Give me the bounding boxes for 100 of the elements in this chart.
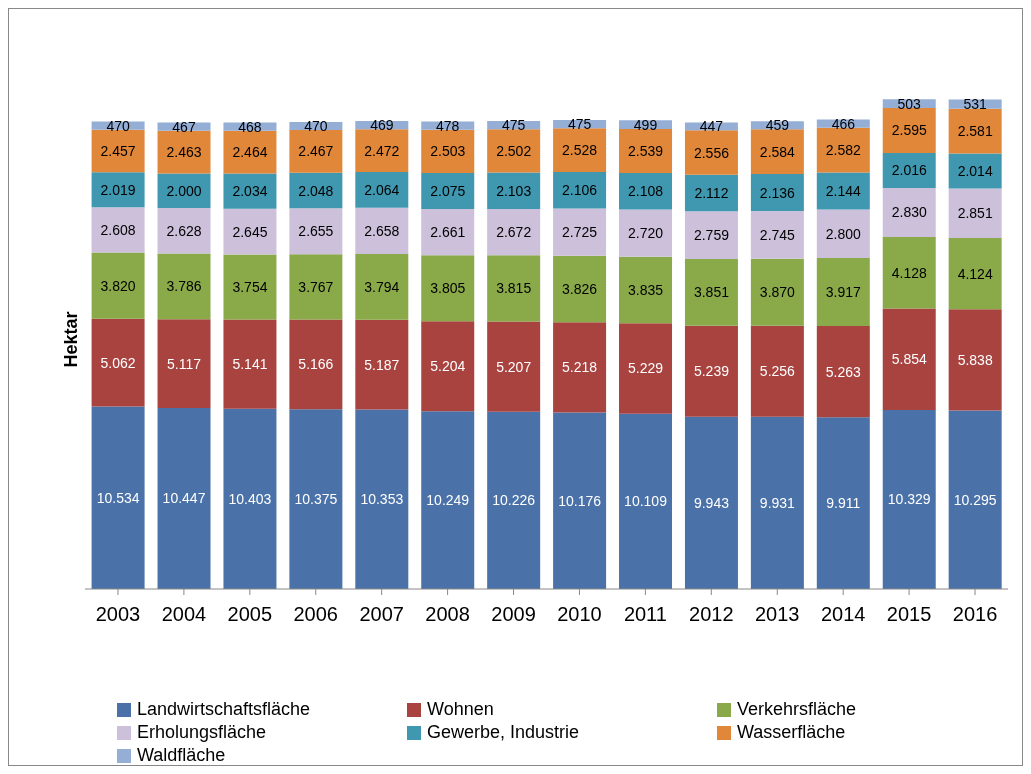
bar xyxy=(157,208,211,254)
data-label: 3.820 xyxy=(100,277,136,294)
bar xyxy=(157,173,211,209)
data-label: 3.835 xyxy=(628,281,664,298)
data-label: 2.144 xyxy=(825,182,862,199)
bar xyxy=(355,319,409,410)
bar xyxy=(750,416,804,589)
bar xyxy=(750,174,804,212)
x-tick-label: 2003 xyxy=(95,603,141,626)
data-label: 2.502 xyxy=(496,142,532,159)
data-label: 2.608 xyxy=(100,221,136,238)
bar xyxy=(684,130,738,175)
bar xyxy=(882,152,936,188)
bar xyxy=(487,255,541,322)
bar xyxy=(619,323,673,414)
bar xyxy=(684,259,738,326)
data-label: 2.112 xyxy=(694,184,729,201)
legend-label: Landwirtschaftsfläche xyxy=(137,699,311,720)
data-label: 2.034 xyxy=(232,183,268,200)
x-tick-label: 2013 xyxy=(755,603,800,626)
data-label: 3.805 xyxy=(430,280,466,297)
bar xyxy=(355,172,409,208)
data-label: 5.239 xyxy=(693,363,730,380)
bar xyxy=(91,207,145,253)
bar xyxy=(421,321,475,412)
data-label: 10.447 xyxy=(162,490,206,507)
data-label: 499 xyxy=(633,116,658,133)
data-label: 9.931 xyxy=(759,494,796,511)
data-label: 468 xyxy=(238,118,262,135)
bar xyxy=(553,172,607,209)
data-label: 3.815 xyxy=(496,280,532,297)
data-label: 5.117 xyxy=(167,355,202,372)
data-label: 3.767 xyxy=(298,278,334,295)
x-tick-label: 2011 xyxy=(623,603,667,626)
data-label: 475 xyxy=(501,117,526,134)
data-label: 2.000 xyxy=(166,182,202,199)
bar xyxy=(750,211,804,259)
bar xyxy=(553,412,607,589)
bar xyxy=(553,322,607,413)
data-label: 2.595 xyxy=(891,122,927,139)
data-label: 5.263 xyxy=(825,363,862,380)
data-label: 2.661 xyxy=(430,224,466,241)
bar xyxy=(223,254,277,320)
bar xyxy=(882,107,936,153)
data-label: 2.136 xyxy=(759,184,796,201)
bar xyxy=(750,258,804,326)
bar xyxy=(223,408,277,589)
data-label: 531 xyxy=(963,96,988,113)
x-tick-label: 2009 xyxy=(491,603,536,626)
bar xyxy=(91,252,145,319)
data-label: 2.720 xyxy=(628,225,664,242)
x-tick-label: 2005 xyxy=(227,603,273,626)
data-label: 5.854 xyxy=(891,351,927,368)
data-label: 3.794 xyxy=(364,278,400,295)
bar xyxy=(948,309,1002,411)
data-label: 5.256 xyxy=(759,363,796,380)
data-label: 466 xyxy=(831,115,856,132)
bar xyxy=(816,258,870,326)
data-label: 2.800 xyxy=(825,225,862,242)
bar xyxy=(816,417,870,589)
bar xyxy=(553,255,607,323)
x-tick-label: 2006 xyxy=(293,603,338,626)
bar xyxy=(91,318,145,407)
data-label: 2.645 xyxy=(232,223,268,240)
bar xyxy=(289,409,343,589)
bar xyxy=(355,129,409,173)
bar xyxy=(553,208,607,256)
bar xyxy=(487,321,541,412)
bar xyxy=(816,127,870,173)
bar xyxy=(223,208,277,255)
legend-label: Gewerbe, Industrie xyxy=(427,722,580,743)
bar xyxy=(421,209,475,256)
data-label: 5.204 xyxy=(430,358,466,375)
data-label: 5.207 xyxy=(496,358,532,375)
data-label: 3.754 xyxy=(232,279,268,296)
data-label: 10.109 xyxy=(624,493,668,510)
bar xyxy=(487,129,541,173)
data-label: 503 xyxy=(897,95,922,112)
data-label: 3.826 xyxy=(562,281,598,298)
bar xyxy=(91,406,145,589)
data-label: 2.472 xyxy=(364,142,400,159)
bar xyxy=(948,188,1002,238)
data-label: 2.539 xyxy=(628,142,664,159)
bar xyxy=(91,172,145,208)
data-label: 3.917 xyxy=(825,284,862,301)
bar xyxy=(487,172,541,210)
data-label: 5.229 xyxy=(628,360,664,377)
data-label: 2.463 xyxy=(166,144,202,161)
bar xyxy=(157,407,211,589)
data-label: 469 xyxy=(370,117,394,134)
bar xyxy=(487,411,541,589)
y-axis-title: Hektar xyxy=(60,310,82,370)
data-label: 2.658 xyxy=(364,222,400,239)
data-label: 475 xyxy=(567,116,592,133)
bar xyxy=(684,416,738,589)
bar xyxy=(289,254,343,320)
bar xyxy=(421,255,475,322)
data-label: 5.166 xyxy=(298,356,334,373)
bar xyxy=(816,209,870,259)
data-label: 10.226 xyxy=(492,492,536,509)
